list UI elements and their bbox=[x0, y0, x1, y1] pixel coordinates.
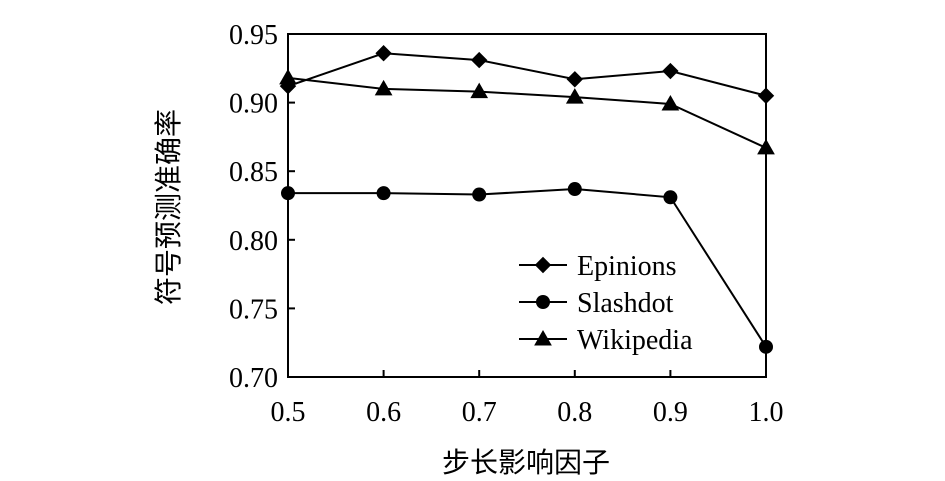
x-tick-label: 0.7 bbox=[462, 397, 497, 428]
data-point-wikipedia bbox=[374, 79, 393, 96]
x-tick-label: 0.6 bbox=[366, 397, 401, 428]
legend-item-wikipedia: Wikipedia bbox=[519, 325, 693, 356]
data-point-wikipedia bbox=[661, 94, 680, 111]
legend-label-slashdot: Slashdot bbox=[577, 288, 674, 319]
x-tick-label: 0.8 bbox=[557, 397, 592, 428]
series-slashdot bbox=[281, 182, 773, 354]
data-point-slashdot bbox=[472, 187, 487, 202]
y-tick-label: 0.70 bbox=[229, 363, 278, 394]
data-point-wikipedia bbox=[565, 88, 584, 104]
series-epinions bbox=[279, 45, 775, 104]
data-point-epinions bbox=[375, 45, 392, 62]
legend: Epinions Slashdot Wikipedia bbox=[519, 251, 693, 356]
data-point-slashdot bbox=[376, 186, 391, 201]
data-point-epinions bbox=[566, 71, 584, 88]
data-point-epinions bbox=[662, 62, 679, 80]
data-point-slashdot bbox=[567, 182, 582, 197]
x-axis-title: 步长影响因子 bbox=[442, 447, 610, 479]
legend-marker-slashdot bbox=[536, 295, 550, 309]
legend-label-epinions: Epinions bbox=[577, 251, 677, 282]
y-tick-label: 0.85 bbox=[229, 157, 278, 188]
plot-frame bbox=[287, 33, 767, 378]
legend-item-slashdot: Slashdot bbox=[519, 288, 674, 319]
y-tick-label: 0.90 bbox=[229, 89, 278, 120]
data-point-slashdot bbox=[759, 339, 773, 354]
series-wikipedia bbox=[279, 68, 775, 155]
y-tick-label: 0.95 bbox=[229, 20, 278, 51]
data-point-slashdot bbox=[281, 186, 295, 201]
legend-label-wikipedia: Wikipedia bbox=[577, 325, 693, 356]
x-tick-label: 0.5 bbox=[271, 397, 306, 428]
data-point-slashdot bbox=[663, 190, 678, 205]
x-tick-label: 0.9 bbox=[653, 397, 688, 428]
series-layer bbox=[279, 45, 775, 354]
data-point-wikipedia bbox=[757, 138, 775, 155]
series-line-epinions bbox=[287, 52, 767, 97]
series-line-slashdot bbox=[288, 188, 767, 348]
data-point-epinions bbox=[757, 87, 775, 104]
data-point-wikipedia bbox=[470, 82, 489, 99]
legend-marker-wikipedia bbox=[534, 329, 552, 346]
y-tick-label: 0.75 bbox=[229, 294, 278, 325]
legend-item-epinions: Epinions bbox=[519, 251, 677, 282]
y-axis-title: 符号预测准确率 bbox=[153, 109, 185, 305]
series-line-wikipedia bbox=[287, 76, 767, 149]
legend-marker-epinions bbox=[534, 256, 552, 274]
x-tick-label: 1.0 bbox=[749, 397, 784, 428]
data-point-epinions bbox=[470, 51, 488, 69]
data-point-wikipedia bbox=[279, 68, 297, 85]
axes-layer: 0.70 0.75 0.80 0.85 0.90 0.95 0.5 0.6 0.7 0.8 0.9 1… bbox=[229, 20, 784, 428]
y-tick-label: 0.80 bbox=[229, 226, 278, 257]
